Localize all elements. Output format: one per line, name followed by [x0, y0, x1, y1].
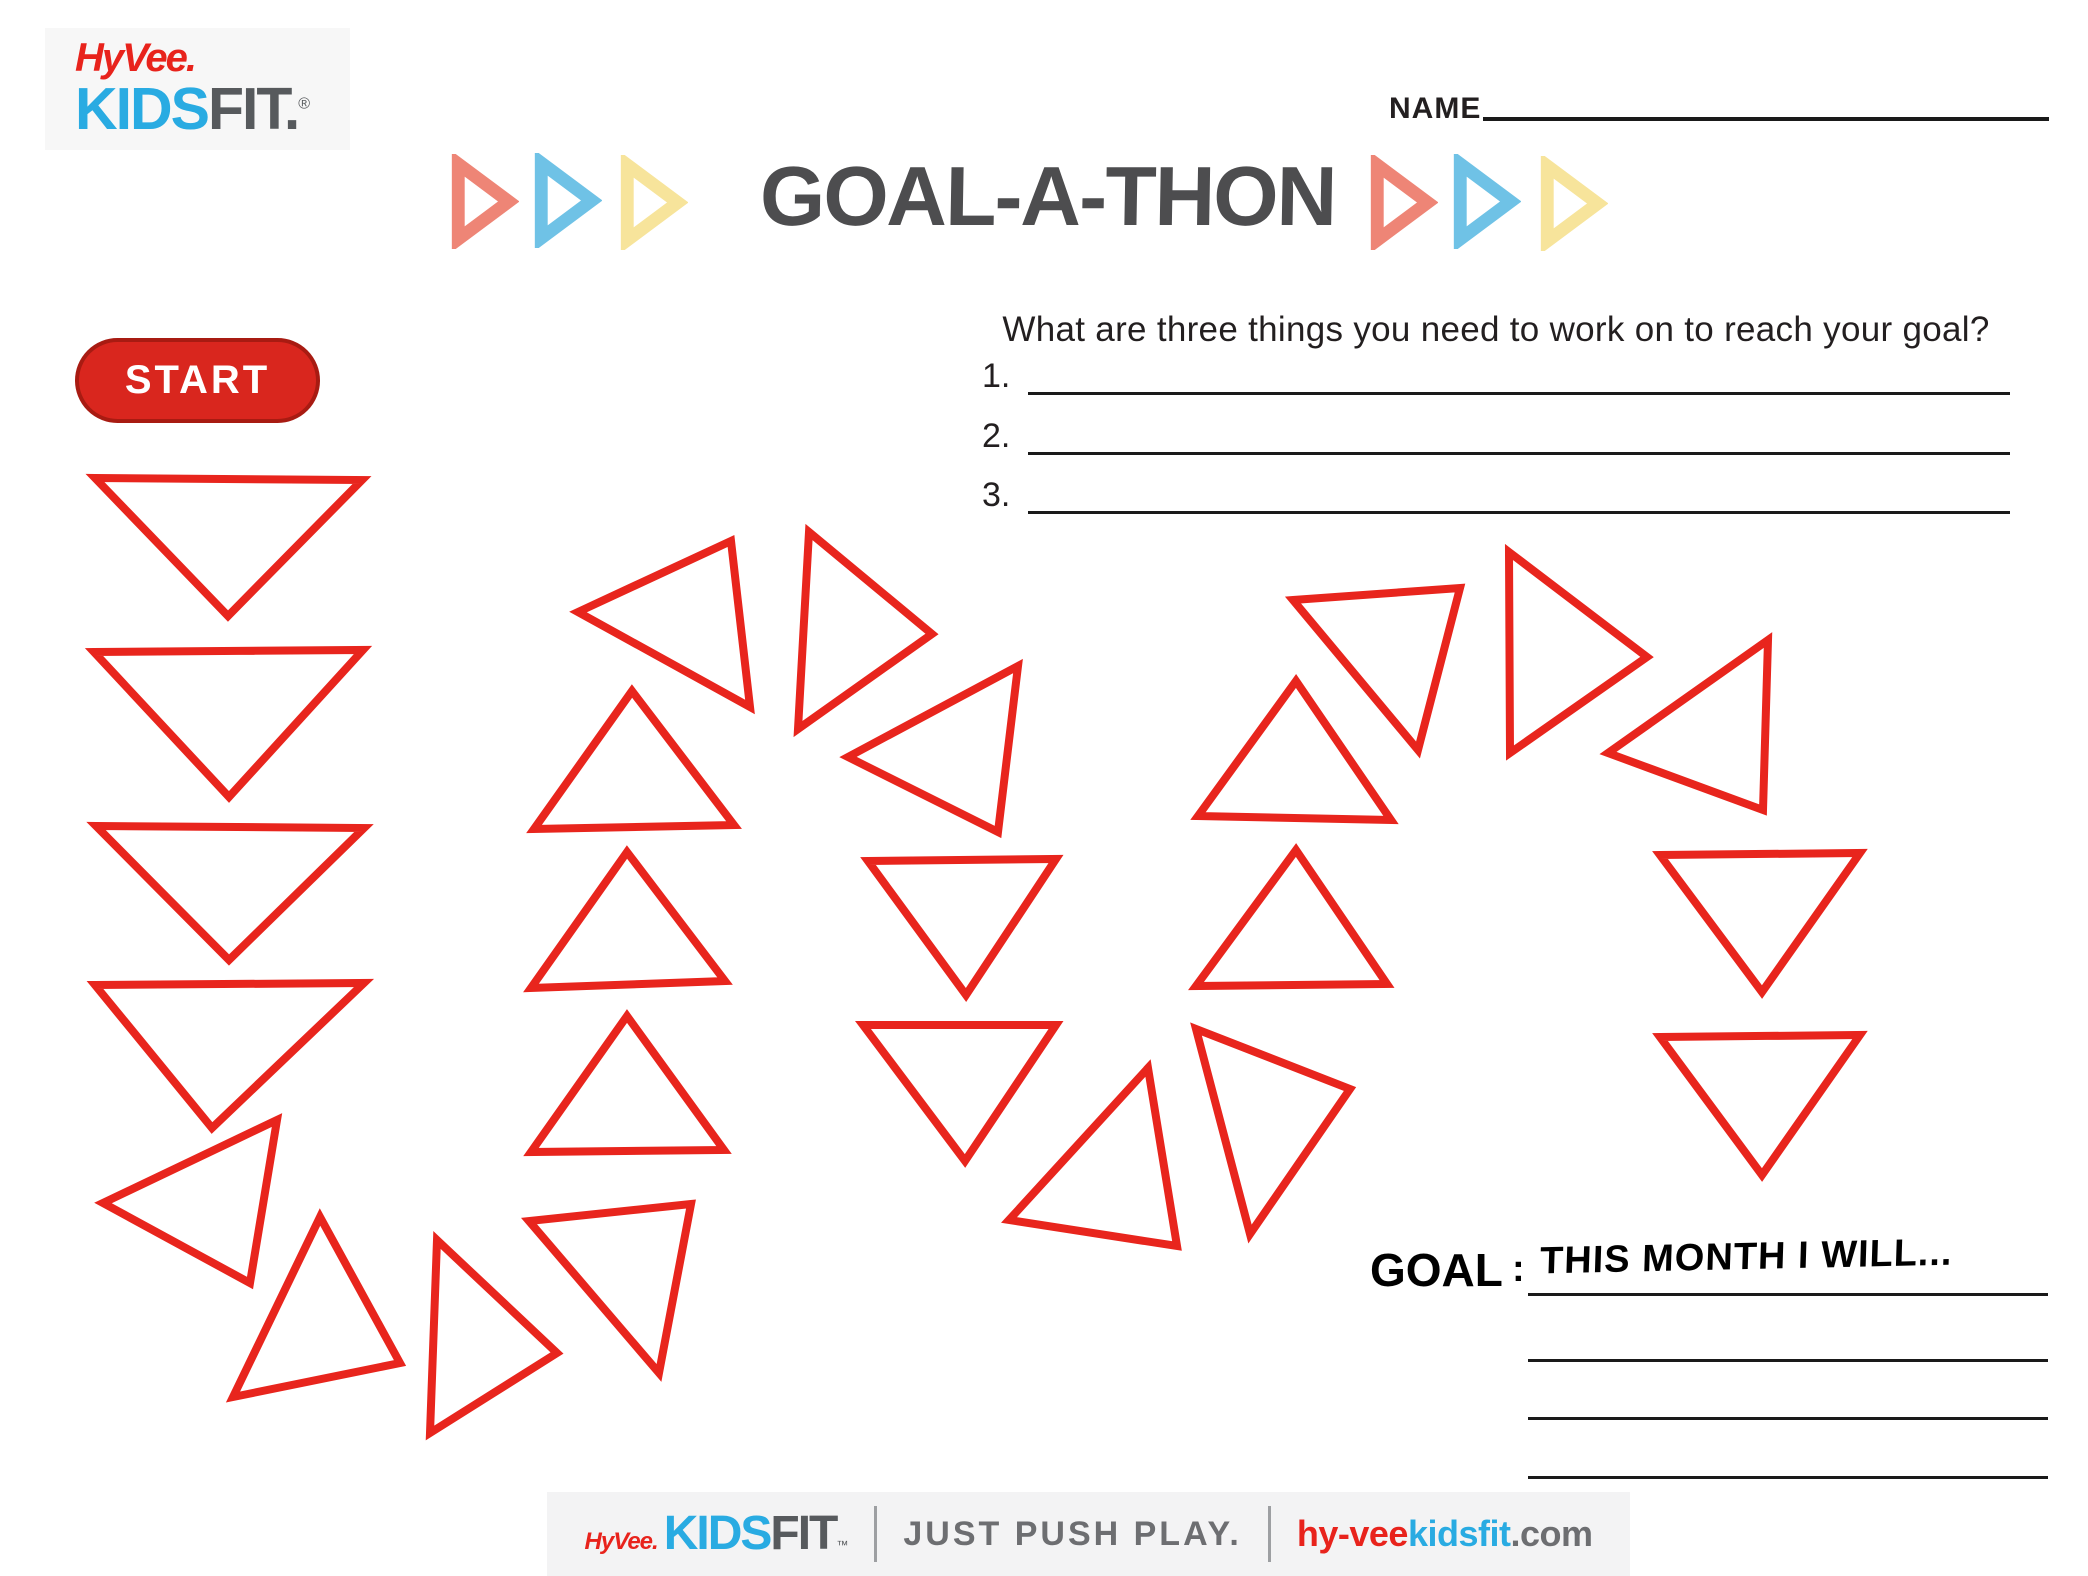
path-step-triangle [839, 658, 1023, 839]
path-step-triangle [225, 1208, 407, 1403]
goal-answer-line-2[interactable] [1528, 1359, 2048, 1362]
answer-row: 2. [982, 413, 2010, 455]
kidsfit-logo-text: KIDSFIT.® [75, 76, 311, 142]
path-step-triangle [86, 978, 375, 1134]
footer-website-link[interactable]: hy-veekidsfit.com [1296, 1513, 1593, 1554]
page-title: GOAL-A-THON [759, 149, 1337, 243]
path-step-triangle [1001, 1059, 1182, 1251]
name-input-line[interactable] [1483, 117, 2049, 121]
play-arrow-icon [620, 155, 688, 250]
path-step-triangle [860, 854, 1064, 1003]
answer-line-1[interactable] [1028, 350, 2010, 395]
path-step-triangle [94, 1113, 283, 1290]
answer-number: 3. [982, 476, 1011, 514]
goal-prompt: THIS MONTH I WILL... [1539, 1231, 1954, 1283]
play-arrow-icon [1540, 156, 1608, 251]
hyvee-logo-text: HyVee. [75, 36, 197, 80]
play-arrow-icon [451, 154, 519, 249]
path-step-triangle [85, 473, 372, 622]
footer-hyvee-kidsfit-logo: HyVee. KIDSFIT ™ [585, 1510, 849, 1558]
path-step-triangle [1504, 543, 1654, 761]
footer-hyvee-text: HyVee. [584, 1528, 659, 1555]
path-step-triangle [569, 535, 755, 715]
footer-bar: HyVee. KIDSFIT ™ JUST PUSH PLAY. hy-veek… [547, 1492, 1630, 1576]
path-step-triangle [1652, 848, 1868, 999]
path-step-triangle [1190, 674, 1399, 825]
path-step-triangle [1188, 843, 1395, 991]
path-step-triangle [425, 1231, 564, 1441]
path-step-triangle [521, 1199, 696, 1382]
footer-kidsfit-text: KIDSFIT [663, 1507, 839, 1560]
path-step-triangle [523, 845, 733, 993]
answer-row: 3. [982, 472, 2010, 514]
path-step-triangle [1599, 632, 1773, 816]
trademark-mark: ™ [836, 1538, 849, 1552]
path-step-triangle [1190, 1022, 1357, 1244]
answer-line-2[interactable] [1028, 410, 2010, 455]
answer-number: 1. [982, 357, 1011, 395]
hyvee-kidsfit-logo: HyVee. KIDSFIT.® [75, 38, 310, 139]
goal-answer-line-1[interactable] [1528, 1293, 2048, 1296]
path-step-triangle [86, 821, 374, 966]
footer-divider [1267, 1506, 1271, 1562]
goal-answer-line-3[interactable] [1528, 1417, 2048, 1420]
play-arrow-icon [1453, 154, 1521, 249]
question-text: What are three things you need to work o… [1002, 310, 1990, 349]
play-arrow-icon [1370, 155, 1438, 250]
footer-divider [874, 1506, 878, 1562]
goal-answer-line-4[interactable] [1528, 1476, 2048, 1479]
path-step-triangle [84, 645, 373, 803]
goal-label: GOAL [1370, 1244, 1503, 1296]
path-step-triangle [1284, 583, 1466, 759]
path-step-triangle [523, 1009, 732, 1157]
registered-mark: ® [298, 95, 311, 113]
footer-tagline: JUST PUSH PLAY. [903, 1514, 1242, 1553]
play-arrow-icon [534, 153, 602, 248]
answer-line-3[interactable] [1028, 469, 2010, 514]
name-label: NAME [1389, 92, 1482, 125]
answer-number: 2. [982, 417, 1011, 455]
answer-row: 1. [982, 353, 2010, 395]
path-step-triangle [1652, 1030, 1868, 1182]
start-button-label: START [124, 358, 271, 402]
path-step-triangle [793, 523, 939, 738]
goal-colon: : [1512, 1248, 1525, 1290]
path-step-triangle [855, 1021, 1064, 1168]
path-step-triangle [526, 684, 742, 834]
logo-background [45, 28, 350, 150]
start-button[interactable]: START [75, 338, 320, 423]
